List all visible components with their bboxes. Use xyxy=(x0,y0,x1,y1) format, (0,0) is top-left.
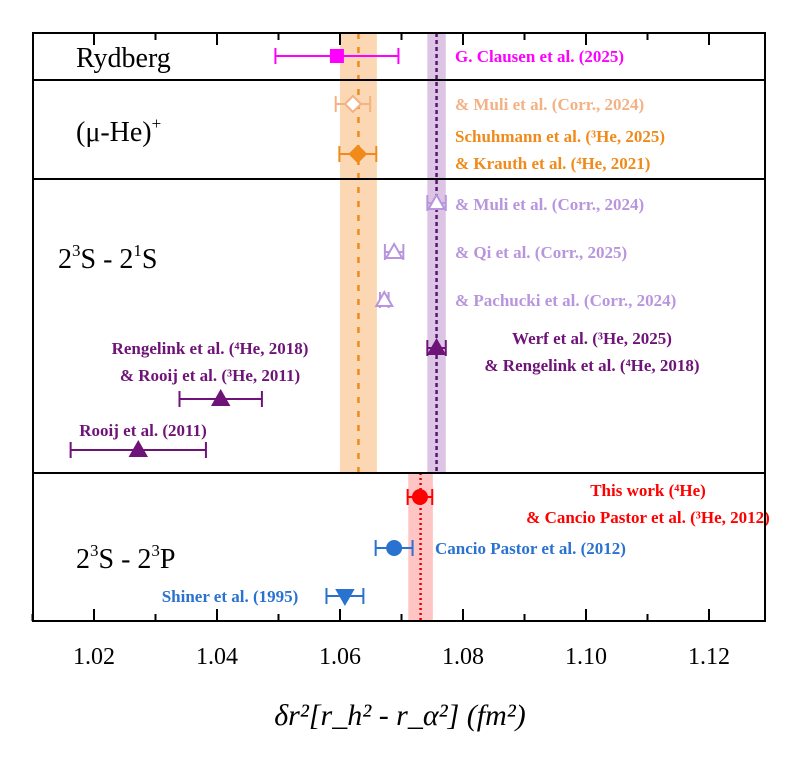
group-label-rydberg: Rydberg xyxy=(76,43,171,74)
x-axis-title: δr²[r_h² - r_α²] (fm²) xyxy=(274,699,526,732)
triangle-marker xyxy=(210,388,231,406)
data-point-label: & Rengelink et al. (⁴He, 2018) xyxy=(484,356,699,375)
triangle-marker xyxy=(384,241,404,259)
data-point-label: This work (⁴He) xyxy=(590,481,706,500)
data-point: & Qi et al. (Corr., 2025) xyxy=(383,241,627,262)
group-label-2s-2s: 23S - 21S xyxy=(58,241,157,275)
data-point: This work (⁴He) & Cancio Pastor et al. (³… xyxy=(406,481,770,527)
data-point: Shiner et al. (1995) xyxy=(162,587,365,607)
data-point: Cancio Pastor et al. (2012) xyxy=(374,539,626,558)
x-tick-label: 1.02 xyxy=(73,644,115,670)
data-point: & Pachucki et al. (Corr., 2024) xyxy=(374,289,676,310)
triangle-marker xyxy=(426,337,447,355)
data-point: & Muli et al. (Corr., 2024) xyxy=(334,94,644,114)
x-tick-label: 1.04 xyxy=(196,644,238,670)
data-point-label: & Krauth et al. (⁴He, 2021) xyxy=(455,154,650,173)
data-point-label: & Muli et al. (Corr., 2024) xyxy=(455,95,644,114)
x-tick-label: 1.08 xyxy=(442,644,484,670)
data-point: G. Clausen et al. (2025) xyxy=(274,47,624,66)
data-point-label: & Cancio Pastor et al. (³He, 2012) xyxy=(526,508,770,527)
group-label-2s-2p: 23S - 23P xyxy=(76,541,175,575)
data-point-label: Shiner et al. (1995) xyxy=(162,587,299,606)
data-point: & Muli et al. (Corr., 2024) xyxy=(426,192,644,214)
x-tick-label: 1.06 xyxy=(319,644,361,670)
data-point-label: & Qi et al. (Corr., 2025) xyxy=(455,243,627,262)
data-point-label: Cancio Pastor et al. (2012) xyxy=(435,539,626,558)
data-point: Werf et al. (³He, 2025) & Rengelink et al… xyxy=(426,329,700,375)
band-muonic xyxy=(340,33,377,473)
diamond-marker xyxy=(348,144,368,164)
triangle-down-marker xyxy=(335,589,355,607)
x-tick-label: 1.10 xyxy=(565,644,607,670)
data-point-label: G. Clausen et al. (2025) xyxy=(455,47,624,66)
data-point: Schuhmann et al. (³He, 2025) & Krauth et … xyxy=(338,127,665,173)
circle-marker xyxy=(411,489,428,505)
data-point: Rooij et al. (2011) xyxy=(69,421,207,458)
data-point-label: & Muli et al. (Corr., 2024) xyxy=(455,195,644,214)
data-point-label: & Rooij et al. (³He, 2011) xyxy=(120,366,300,385)
diamond-marker xyxy=(343,94,363,114)
group-label-muonic: (μ-He)+ xyxy=(76,114,161,148)
square-marker xyxy=(329,49,344,63)
triangle-marker xyxy=(128,439,149,457)
data-point-label: Werf et al. (³He, 2025) xyxy=(512,329,672,348)
plot-frame xyxy=(32,32,766,622)
data-point: Rengelink et al. (⁴He, 2018) & Rooij et a… xyxy=(112,339,309,407)
triangle-marker xyxy=(374,289,395,307)
data-point-label: & Pachucki et al. (Corr., 2024) xyxy=(455,291,676,310)
data-point-label: Schuhmann et al. (³He, 2025) xyxy=(455,127,665,146)
circle-marker xyxy=(386,540,403,556)
triangle-marker xyxy=(426,192,447,210)
x-tick-label: 1.12 xyxy=(688,644,730,670)
data-point-label: Rengelink et al. (⁴He, 2018) xyxy=(112,339,309,358)
data-point-label: Rooij et al. (2011) xyxy=(79,421,206,440)
